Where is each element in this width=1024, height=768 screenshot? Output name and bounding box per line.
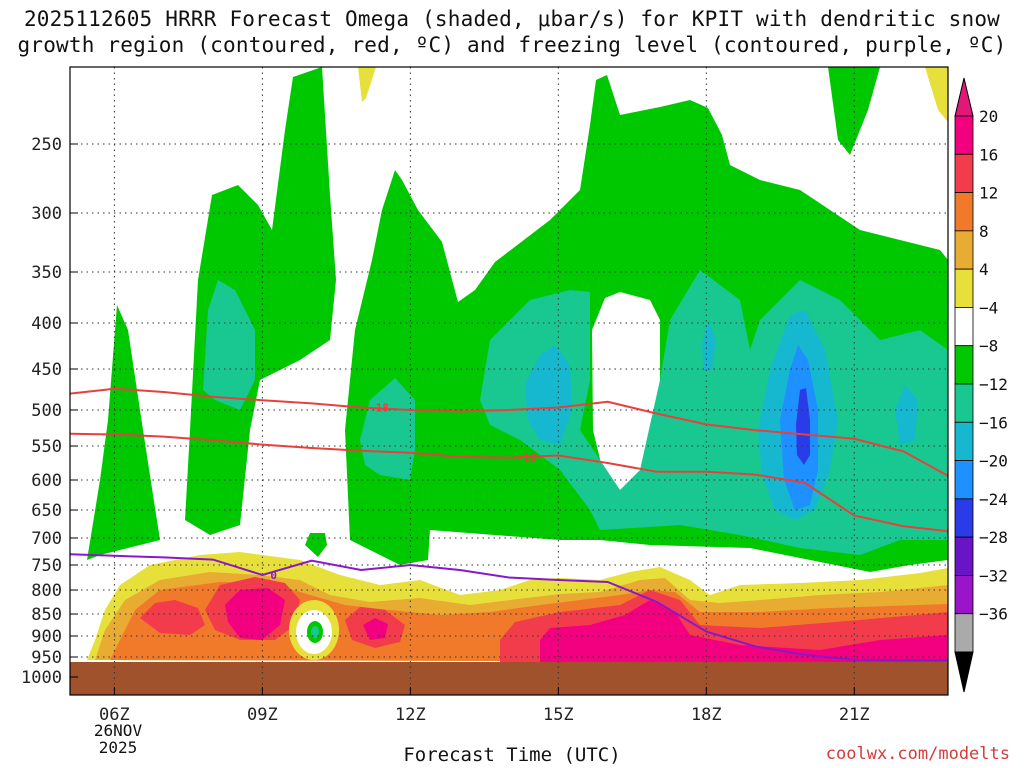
y-tick-label-300: 300 <box>31 204 62 224</box>
colorbar-swatch-12 <box>954 575 974 615</box>
x-axis-title: Forecast Time (UTC) <box>403 744 621 766</box>
colorbar-swatch-11 <box>954 536 974 576</box>
colorbar-label-0: 20 <box>979 107 998 126</box>
colorbar-label-2: 12 <box>979 184 998 203</box>
omega-magenta-band <box>225 588 948 662</box>
teal-mid <box>360 378 415 480</box>
colorbar-top-arrow <box>954 77 974 117</box>
omega-white-gap <box>592 292 660 490</box>
credit-link[interactable]: coolwx.com/modelts <box>825 744 1010 764</box>
y-axis-labels: 2503003504004505005506006507007508008509… <box>21 135 62 688</box>
colorbar-swatch-5 <box>954 307 974 347</box>
contour-label-1: -12 <box>517 452 537 465</box>
teal-right <box>480 270 948 555</box>
colorbar-label-12: −32 <box>979 566 1008 585</box>
red-blob-1 <box>140 600 205 635</box>
y-tick-label-900: 900 <box>31 627 62 647</box>
colorbar-label-5: −4 <box>979 298 998 317</box>
x-tick-label-18Z: 18Z <box>691 705 722 725</box>
cyan-mid <box>525 345 572 445</box>
title-line-1: 2025112605 HRRR Forecast Omega (shaded, … <box>23 7 1001 31</box>
x-tick-label-12Z: 12Z <box>395 705 426 725</box>
colorbar-label-10: −24 <box>979 490 1008 509</box>
y-tick-label-800: 800 <box>31 581 62 601</box>
plot-border <box>69 66 949 696</box>
omega-deep-blue-region <box>796 388 810 465</box>
y-tick-label-1000: 1000 <box>21 668 62 688</box>
colorbar-swatch-13 <box>954 613 974 653</box>
y-tick-label-600: 600 <box>31 471 62 491</box>
colorbar-label-1: 16 <box>979 145 998 164</box>
colorbar-swatch-6 <box>954 345 974 385</box>
y-tick-label-250: 250 <box>31 135 62 155</box>
y-tick-label-400: 400 <box>31 314 62 334</box>
magenta-blob-3 <box>540 600 948 662</box>
omega-yellow-top-2 <box>925 67 948 122</box>
contours: -18 -12 0 <box>69 387 949 662</box>
teal-left <box>203 280 255 410</box>
y-tick-label-700: 700 <box>31 529 62 549</box>
date-year-label: 2025 <box>98 738 138 757</box>
colorbar-label-7: −12 <box>979 375 1008 394</box>
colorbar-label-6: −8 <box>979 337 998 356</box>
magenta-blob-1 <box>225 588 285 640</box>
omega-yellow-top-1 <box>358 67 376 102</box>
green-blob-main-1 <box>185 67 336 535</box>
colorbar: 20 16 12 8 4 −4 −8 −12 −16 −20 −24 −28 −32 −36 <box>954 77 1008 693</box>
y-tick-label-550: 550 <box>31 437 62 457</box>
colorbar-swatch-1 <box>954 153 974 193</box>
chart-title: 2025112605 HRRR Forecast Omega (shaded, … <box>0 6 1024 58</box>
colorbar-label-8: −16 <box>979 413 1008 432</box>
colorbar-swatch-0 <box>954 115 974 155</box>
omega-hole-teal <box>311 626 319 638</box>
gridlines <box>70 67 948 695</box>
contour-line-2 <box>69 553 949 662</box>
contour-label-2: 0 <box>270 569 277 582</box>
colorbar-label-13: −36 <box>979 605 1008 624</box>
colorbar-swatch-4 <box>954 268 974 308</box>
colorbar-label-4: 4 <box>979 260 989 279</box>
contour-label-0: -18 <box>369 402 389 415</box>
colorbar-label-9: −20 <box>979 452 1008 471</box>
cyan-small-2 <box>895 385 918 445</box>
y-tick-label-350: 350 <box>31 263 62 283</box>
colorbar-swatch-2 <box>954 192 974 232</box>
y-tick-label-850: 850 <box>31 605 62 625</box>
colorbar-swatch-3 <box>954 230 974 270</box>
x-tick-label-06Z: 06Z <box>99 705 130 725</box>
y-tick-label-450: 450 <box>31 360 62 380</box>
green-blob-left <box>87 305 160 560</box>
colorbar-swatch-7 <box>954 383 974 423</box>
y-tick-label-950: 950 <box>31 648 62 668</box>
x-tick-label-09Z: 09Z <box>247 705 278 725</box>
omega-teal-region <box>203 270 948 555</box>
date-day-label: 26NOV <box>93 721 143 740</box>
green-blob-small <box>305 533 327 557</box>
contour-line-1 <box>69 432 949 533</box>
x-tick-label-15Z: 15Z <box>543 705 574 725</box>
colorbar-bottom-arrow <box>954 651 974 693</box>
ground-terrain <box>70 662 948 695</box>
colorbar-swatch-10 <box>954 498 974 538</box>
colorbar-label-11: −28 <box>979 528 1008 547</box>
cyan-small-1 <box>702 320 716 372</box>
colorbar-swatch-9 <box>954 460 974 500</box>
contour-line-0 <box>69 387 949 477</box>
title-line-2: growth region (contoured, red, ºC) and f… <box>17 33 1007 57</box>
y-tick-label-650: 650 <box>31 501 62 521</box>
omega-shading <box>70 67 948 695</box>
magenta-blob-2 <box>363 618 388 640</box>
colorbar-label-3: 8 <box>979 222 989 241</box>
colorbar-swatch-8 <box>954 421 974 461</box>
y-tick-label-500: 500 <box>31 401 62 421</box>
x-axis-labels: 06Z 09Z 12Z 15Z 18Z 21Z <box>99 705 870 725</box>
x-tick-label-21Z: 21Z <box>839 705 870 725</box>
y-tick-label-750: 750 <box>31 556 62 576</box>
